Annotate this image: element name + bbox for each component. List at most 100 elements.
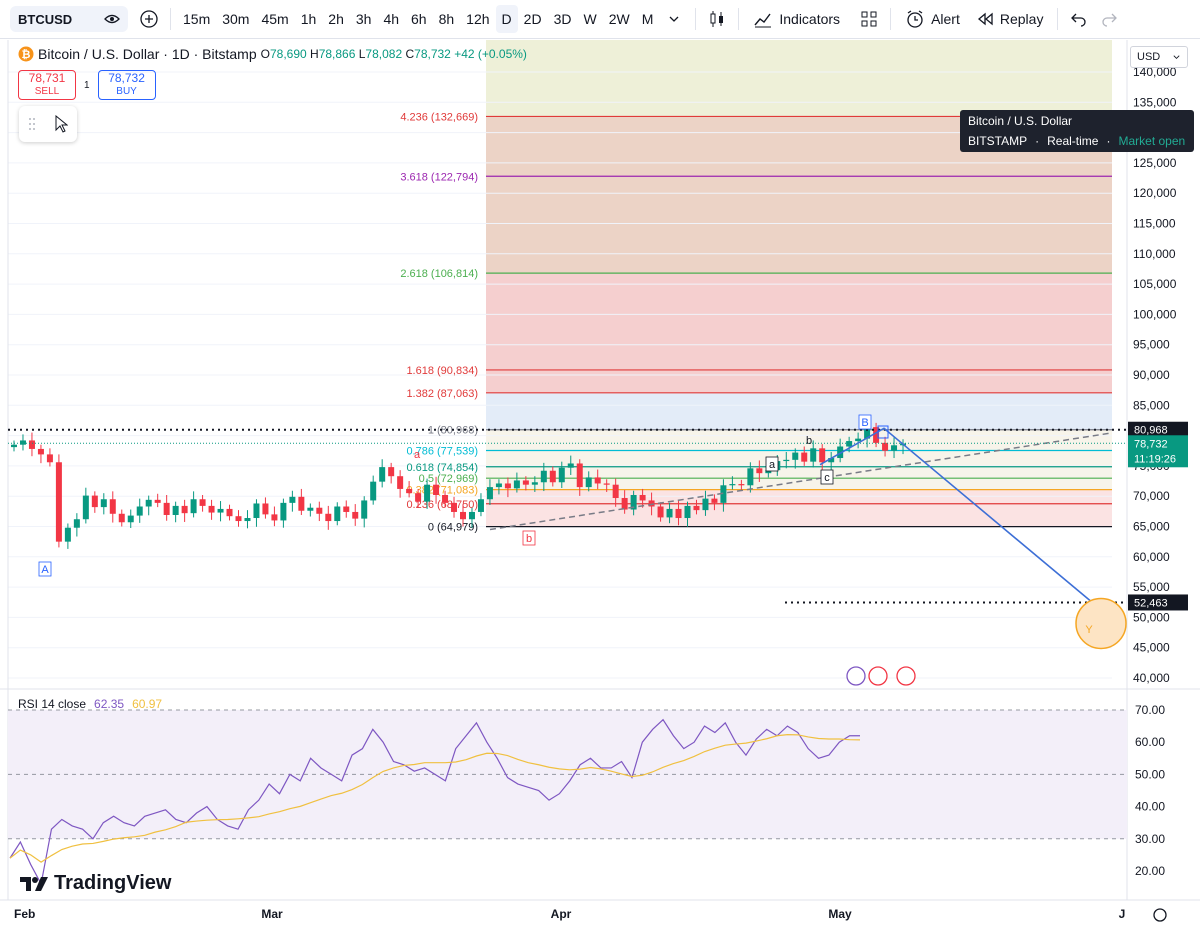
interval-45m[interactable]: 45m (261, 11, 289, 27)
symbol-legend: ₿ Bitcoin / U.S. Dollar · 1D · Bitstamp … (18, 46, 527, 62)
chart-area[interactable]: 4.236 (132,669) 3.618 (122,794) 2.618 (106… (0, 39, 1200, 934)
replay-button[interactable]: Replay (968, 4, 1052, 34)
wave-label-box (858, 414, 872, 430)
interval-dropdown[interactable] (659, 4, 689, 34)
candle-body (307, 507, 314, 511)
candle-body (576, 463, 583, 488)
interval-4h[interactable]: 4h (383, 11, 400, 27)
fib-level-label: 3.618 (122,794) (400, 171, 478, 183)
candle-body (855, 438, 862, 442)
candle-body (882, 442, 889, 451)
rsi-axis-label: 20.00 (1135, 864, 1165, 878)
add-symbol-button[interactable] (134, 4, 164, 34)
alert-button[interactable]: Alert (897, 4, 968, 34)
order-quantity[interactable]: 1 (84, 79, 90, 91)
candle-body (154, 499, 161, 503)
settings-gear-icon[interactable] (1153, 908, 1167, 922)
interval-6h[interactable]: 6h (411, 11, 427, 27)
fib-zone-blue (486, 392, 1112, 430)
currency-select[interactable]: USD (1130, 46, 1188, 68)
interval-3d[interactable]: 3D (553, 11, 572, 27)
rsi-value: 62.35 (94, 697, 125, 711)
candle-body (388, 467, 395, 477)
wave-label: b (526, 533, 532, 545)
candle-body (720, 485, 727, 503)
ohlc-values: O78,690 H78,866 L78,082 C78,732 +42 (+0.… (260, 47, 527, 61)
rsi-legend[interactable]: RSI 14 close 62.35 60.97 (18, 697, 162, 711)
candle-body (460, 511, 466, 520)
wave-label: b (806, 435, 812, 447)
buy-button[interactable]: 78,732 BUY (97, 70, 156, 100)
interval-m[interactable]: M (641, 11, 654, 27)
candle-body (819, 448, 826, 463)
wave-projection-line (819, 427, 1101, 610)
wave-label-box (820, 469, 834, 485)
candle-body (783, 459, 790, 462)
price-axis-label: 135,000 (1133, 95, 1177, 109)
interval-8h[interactable]: 8h (438, 11, 455, 27)
rsi-axis-label: 50.00 (1135, 767, 1165, 781)
wave-label: B (861, 417, 868, 429)
time-axis-label: Feb (14, 907, 35, 921)
candle-body (594, 477, 601, 484)
candle-body (11, 444, 17, 448)
cursor-arrow-icon[interactable] (54, 115, 68, 133)
candle-body (864, 427, 871, 439)
rsi-line (9, 718, 860, 886)
price-axis-label: 50,000 (1133, 610, 1170, 624)
interval-2w[interactable]: 2W (608, 11, 630, 27)
fib-level-label: 0.618 (74,854) (406, 462, 478, 474)
interval-30m[interactable]: 30m (222, 11, 250, 27)
candle-body (873, 427, 880, 443)
fib-level-label: 0.5 (72,969) (419, 473, 478, 485)
interval-3h[interactable]: 3h (355, 11, 372, 27)
undo-button[interactable] (1064, 4, 1094, 34)
tooltip-title: Bitcoin / U.S. Dollar (968, 114, 1073, 128)
layouts-button[interactable] (854, 4, 884, 34)
candle-body (424, 484, 431, 502)
candle-body (244, 518, 251, 522)
grid-layout-icon (861, 11, 877, 27)
candle-body (208, 505, 215, 513)
candle-body (639, 494, 646, 501)
candle-body (343, 506, 350, 512)
compare-eye-icon[interactable] (104, 11, 120, 27)
candle-body (415, 493, 422, 502)
sell-button[interactable]: 78,731 SELL (18, 70, 76, 100)
indicators-button[interactable]: Indicators (745, 4, 848, 34)
symbol-title: Bitcoin / U.S. Dollar · 1D · Bitstamp (38, 46, 257, 62)
candle-body (64, 527, 71, 542)
interval-d[interactable]: D (495, 5, 518, 33)
undo-icon (1071, 13, 1087, 27)
time-axis-label: May (828, 907, 852, 921)
svg-text:₿: ₿ (22, 49, 31, 61)
price-axis-label: 40,000 (1133, 671, 1170, 685)
price-tag-resistance: 80,968 (1134, 425, 1168, 437)
price-chart[interactable]: 4.236 (132,669) 3.618 (122,794) 2.618 (106… (0, 39, 1200, 934)
interval-w[interactable]: W (583, 11, 597, 27)
candle-body (406, 488, 413, 494)
candle-body (370, 481, 377, 501)
wave-label-box (38, 561, 52, 577)
candle-body (801, 452, 808, 462)
interval-15m[interactable]: 15m (183, 11, 211, 27)
candle-body (621, 498, 628, 510)
countdown-tag: 11:19:26 (1134, 453, 1176, 465)
currency-label: USD (1137, 51, 1161, 63)
candle-body (118, 513, 125, 523)
candle-body (513, 480, 520, 489)
interval-2d[interactable]: 2D (523, 11, 542, 27)
candle-body (46, 454, 53, 463)
interval-12h[interactable]: 12h (466, 11, 490, 27)
redo-button[interactable] (1094, 4, 1124, 34)
symbol-search[interactable]: BTCUSD (10, 6, 128, 32)
chart-type-button[interactable] (702, 4, 732, 34)
candle-body (190, 499, 197, 514)
interval-2h[interactable]: 2h (328, 11, 344, 27)
drag-handle-icon[interactable] (28, 117, 36, 131)
interval-1h[interactable]: 1h (300, 11, 317, 27)
candle-body (666, 508, 673, 518)
candle-body (531, 482, 538, 485)
price-axis-label: 115,000 (1133, 217, 1176, 231)
economic-event-icon (868, 666, 888, 686)
